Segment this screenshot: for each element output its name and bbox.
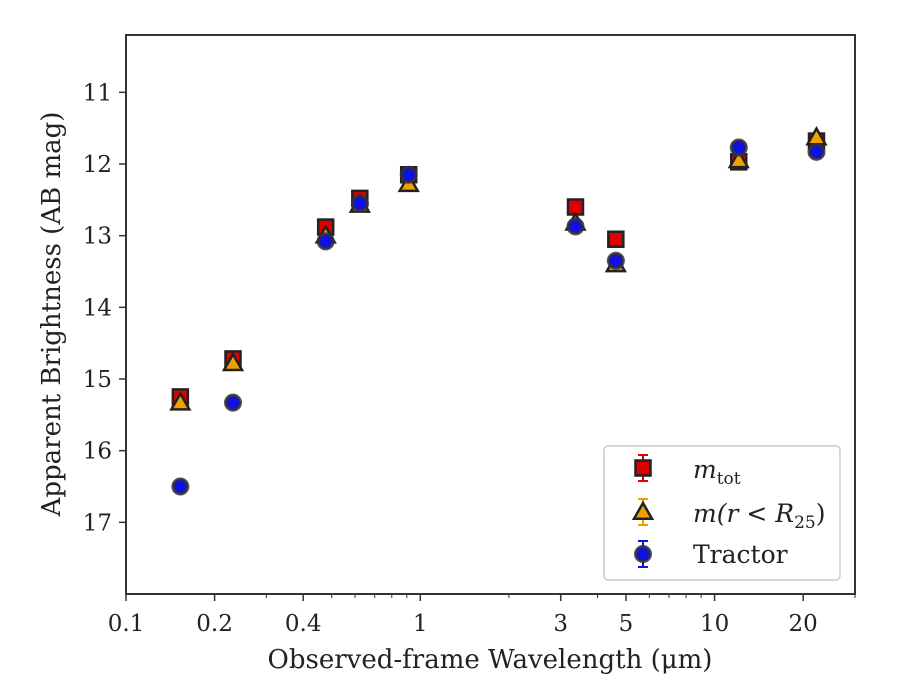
plot-frame bbox=[125, 34, 856, 595]
data-point-circle bbox=[399, 165, 418, 184]
square-marker bbox=[634, 459, 652, 477]
y-tick-label: 11 bbox=[83, 80, 112, 106]
legend-label-mtot: mtot bbox=[693, 455, 741, 489]
legend-marker-square bbox=[634, 459, 652, 477]
data-point-square bbox=[607, 230, 625, 248]
circle-marker bbox=[807, 142, 826, 161]
circle-marker bbox=[566, 217, 585, 236]
data-point-circle bbox=[606, 251, 625, 270]
triangle-marker bbox=[221, 351, 245, 372]
data-point-circle bbox=[316, 232, 335, 251]
triangle-marker bbox=[631, 500, 655, 520]
x-tick-label: 10 bbox=[700, 611, 729, 637]
circle-marker bbox=[171, 477, 190, 496]
x-axis-label: Observed-frame Wavelength (μm) bbox=[268, 645, 713, 675]
x-tick-label: 20 bbox=[789, 611, 818, 637]
data-point-circle bbox=[224, 393, 243, 412]
data-point-circle bbox=[729, 138, 748, 157]
x-tick-label: 1 bbox=[413, 611, 428, 637]
data-point-triangle bbox=[727, 148, 750, 169]
legend: mtot m(r < R25) Tractor bbox=[603, 445, 841, 581]
y-axis-label: Apparent Brightness (AB mag) bbox=[37, 112, 67, 518]
data-point-circle bbox=[566, 217, 585, 236]
circle-marker bbox=[634, 545, 652, 563]
triangle-marker bbox=[169, 391, 192, 411]
x-tick-label: 3 bbox=[553, 611, 568, 637]
data-point-circle bbox=[171, 477, 190, 496]
x-tick-label: 0.4 bbox=[285, 611, 322, 637]
circle-marker bbox=[350, 194, 369, 213]
data-point-triangle bbox=[169, 391, 192, 411]
legend-box bbox=[603, 445, 841, 581]
y-tick-label: 15 bbox=[83, 367, 112, 393]
y-tick-label: 14 bbox=[83, 295, 112, 321]
data-point-circle bbox=[807, 142, 826, 161]
y-tick-label: 16 bbox=[83, 439, 112, 465]
legend-marker-circle bbox=[634, 545, 652, 563]
x-tick-label: 5 bbox=[619, 611, 634, 637]
legend-markers bbox=[631, 454, 655, 568]
data-point-triangle bbox=[221, 351, 245, 372]
y-tick-label: 17 bbox=[83, 510, 112, 536]
legend-marker-triangle bbox=[631, 500, 655, 520]
circle-marker bbox=[606, 251, 625, 270]
y-tick-label: 12 bbox=[83, 152, 112, 178]
circle-marker bbox=[729, 138, 748, 157]
x-tick-label: 0.1 bbox=[108, 611, 145, 637]
legend-label-tractor: Tractor bbox=[693, 540, 788, 569]
data-marks bbox=[169, 125, 828, 496]
circle-marker bbox=[316, 232, 335, 251]
x-tick-label: 0.2 bbox=[196, 611, 233, 637]
legend-label-mr25: m(r < R25) bbox=[693, 499, 825, 533]
data-point-circle bbox=[350, 194, 369, 213]
square-marker bbox=[607, 230, 625, 248]
y-tick-label: 13 bbox=[83, 224, 112, 250]
circle-marker bbox=[224, 393, 243, 412]
circle-marker bbox=[399, 165, 418, 184]
triangle-marker bbox=[727, 148, 750, 169]
